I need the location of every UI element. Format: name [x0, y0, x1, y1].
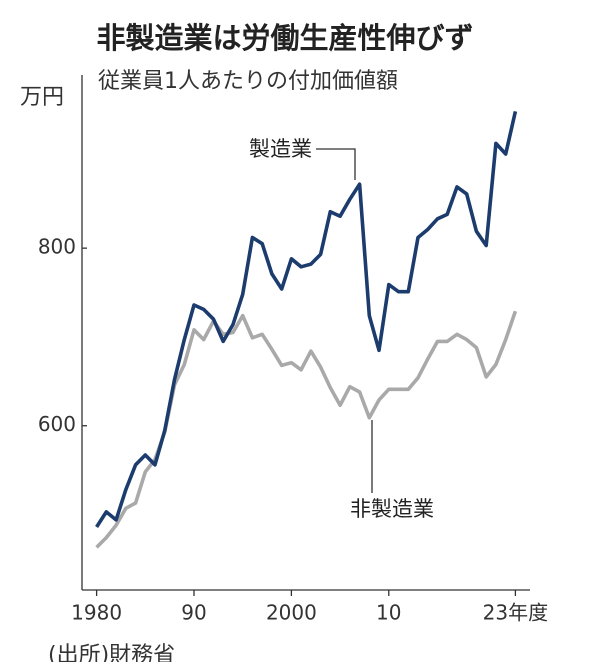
series-label: 製造業: [249, 137, 312, 161]
x-tick-label: 1980: [71, 601, 122, 625]
chart-subtitle: 従業員1人あたりの付加価値額: [98, 69, 398, 94]
y-axis-unit: 万円: [20, 85, 64, 110]
x-tick-label: 2000: [266, 601, 317, 625]
series-line: [95, 111, 518, 528]
y-tick-label: 800: [38, 235, 76, 259]
x-tick-label: 90: [181, 601, 206, 625]
series-label: 非製造業: [350, 497, 434, 521]
series-line: [95, 310, 518, 549]
source-note: (出所)財務省: [48, 643, 175, 662]
chart-title: 非製造業は労働生産性伸びず: [96, 21, 473, 55]
x-tick-label: 23年度: [483, 601, 548, 625]
y-tick-label: 600: [38, 412, 76, 436]
annotation-leader: [316, 148, 356, 180]
x-tick-label: 10: [376, 601, 401, 625]
